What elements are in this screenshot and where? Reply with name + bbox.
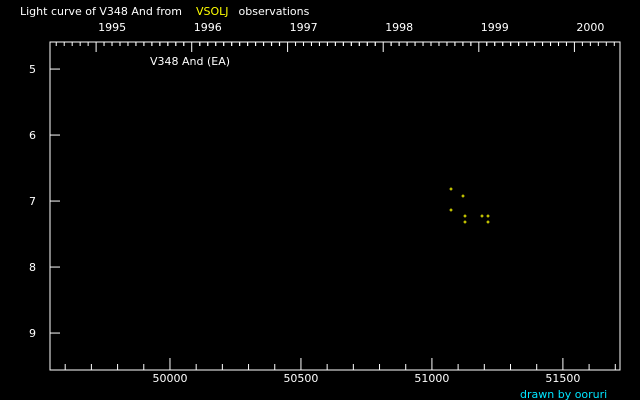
point-v bbox=[487, 220, 489, 224]
x-tick-label: 51000 bbox=[414, 372, 449, 385]
point-v bbox=[487, 214, 489, 218]
data-point bbox=[463, 220, 467, 224]
year-label: 1999 bbox=[481, 21, 509, 34]
year-label: 2000 bbox=[576, 21, 604, 34]
x-tick-label: 51500 bbox=[545, 372, 580, 385]
data-point bbox=[461, 194, 465, 198]
year-label: 1997 bbox=[290, 21, 318, 34]
y-tick-label: 6 bbox=[29, 129, 36, 142]
year-label: 1996 bbox=[194, 21, 222, 34]
data-point bbox=[449, 187, 453, 191]
year-label: 1998 bbox=[385, 21, 413, 34]
plot-frame bbox=[49, 41, 621, 371]
y-tick-label: 8 bbox=[29, 261, 36, 274]
data-point bbox=[486, 220, 490, 224]
y-tick-label: 7 bbox=[29, 195, 36, 208]
point-v bbox=[450, 187, 452, 191]
point-v bbox=[462, 194, 464, 198]
title-prefix: Light curve of V348 And from bbox=[20, 5, 182, 18]
point-v bbox=[481, 214, 483, 218]
point-v bbox=[464, 214, 466, 218]
y-tick-label: 5 bbox=[29, 63, 36, 76]
data-point bbox=[449, 208, 453, 212]
title-source: VSOLJ bbox=[196, 5, 229, 18]
title-suffix: observations bbox=[239, 5, 310, 18]
point-v bbox=[450, 208, 452, 212]
data-point bbox=[486, 214, 490, 218]
x-tick-label: 50000 bbox=[152, 372, 187, 385]
x-tick-label: 50500 bbox=[283, 372, 318, 385]
data-point bbox=[480, 214, 484, 218]
star-annotation: V348 And (EA) bbox=[150, 55, 230, 68]
data-point bbox=[463, 214, 467, 218]
year-label: 1995 bbox=[98, 21, 126, 34]
credit: drawn by ooruri bbox=[520, 388, 607, 400]
y-tick-label: 9 bbox=[29, 327, 36, 340]
point-v bbox=[464, 220, 466, 224]
